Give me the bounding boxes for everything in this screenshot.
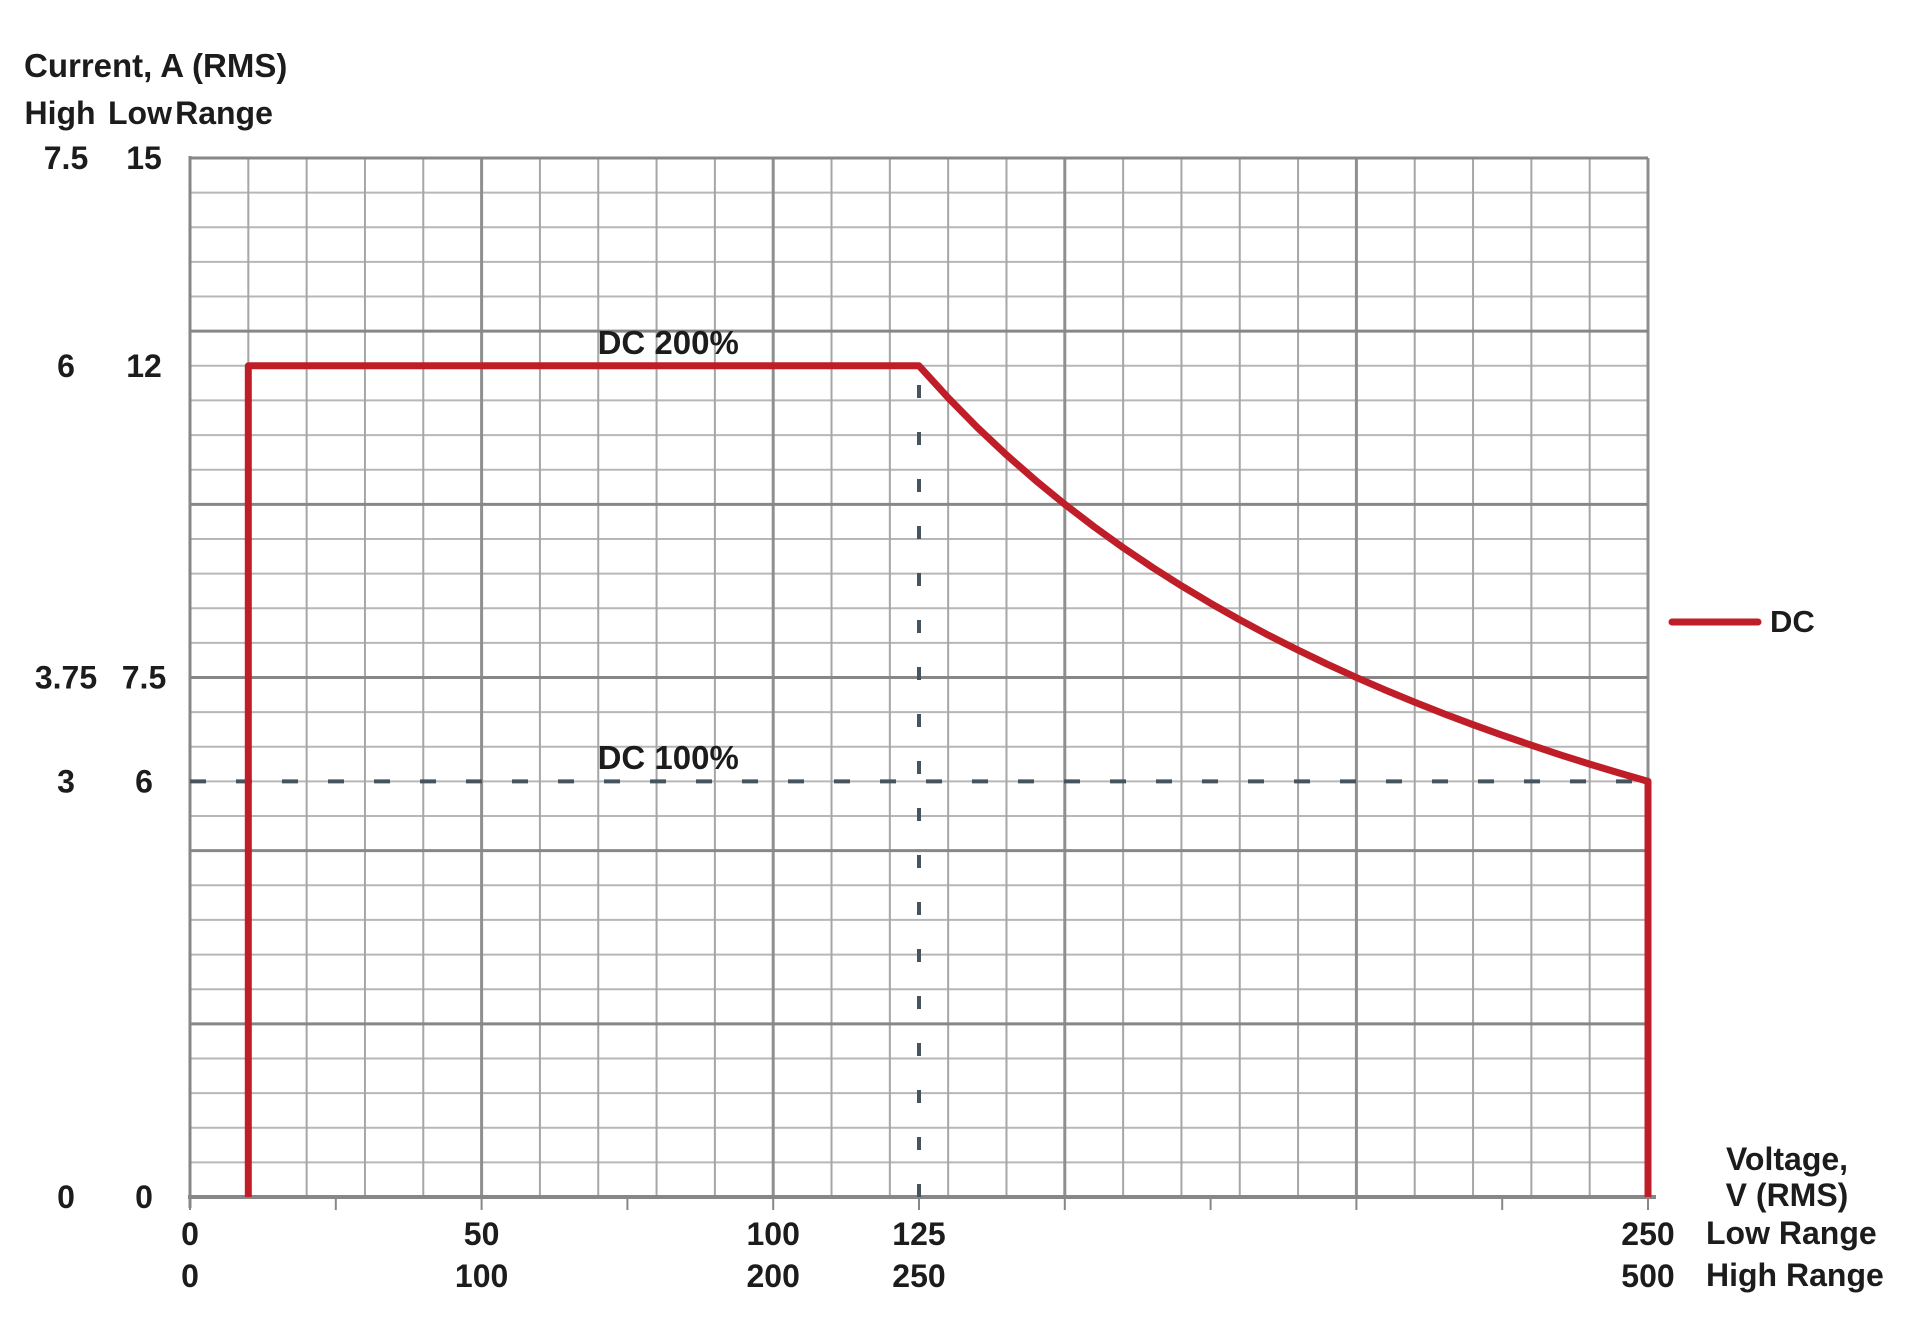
y-axis-column-header-low: Low [108,95,172,131]
y-axis-column-header-high: High [24,95,96,131]
x-tick-label-low: 100 [747,1216,800,1252]
y-tick-label-high: 7.5 [44,140,88,176]
x-tick-label-low: 250 [1621,1216,1674,1252]
y-axis-title: Current, A (RMS) [24,47,288,84]
x-axis-title-line2: V (RMS) [1725,1177,1849,1213]
x-axis-title-line1: Voltage, [1725,1141,1849,1177]
x-tick-label-low: 0 [181,1216,199,1252]
y-tick-label-low: 12 [126,348,162,384]
y-tick-label-low: 7.5 [122,660,166,696]
annotation-dc-200: DC 200% [597,323,739,361]
y-axis-column-header-range: Range [175,95,273,131]
annotation-dc-100: DC 100% [597,739,739,777]
x-tick-label-high: 500 [1621,1258,1674,1294]
y-tick-label-high: 0 [57,1179,75,1215]
y-tick-label-high: 3 [57,763,75,799]
x-axis-title: Voltage, V (RMS) [1726,1141,1849,1213]
x-tick-label-low: 125 [892,1216,945,1252]
y-tick-label-low: 15 [126,140,162,176]
x-tick-label-high: 100 [455,1258,508,1294]
y-tick-label-low: 6 [135,763,153,799]
series-dc-line [244,362,1652,1197]
x-axis-row-label-high-range: High Range [1706,1257,1884,1293]
x-tick-label-low: 50 [464,1216,500,1252]
x-tick-label-high: 0 [181,1258,199,1294]
x-tick-label-high: 200 [747,1258,800,1294]
x-axis-row-label-low-range: Low Range [1706,1215,1877,1251]
legend-label-dc: DC [1770,604,1815,639]
y-tick-label-low: 0 [135,1179,153,1215]
x-tick-label-high: 250 [892,1258,945,1294]
y-tick-label-high: 3.75 [35,660,97,696]
y-tick-label-high: 6 [57,348,75,384]
